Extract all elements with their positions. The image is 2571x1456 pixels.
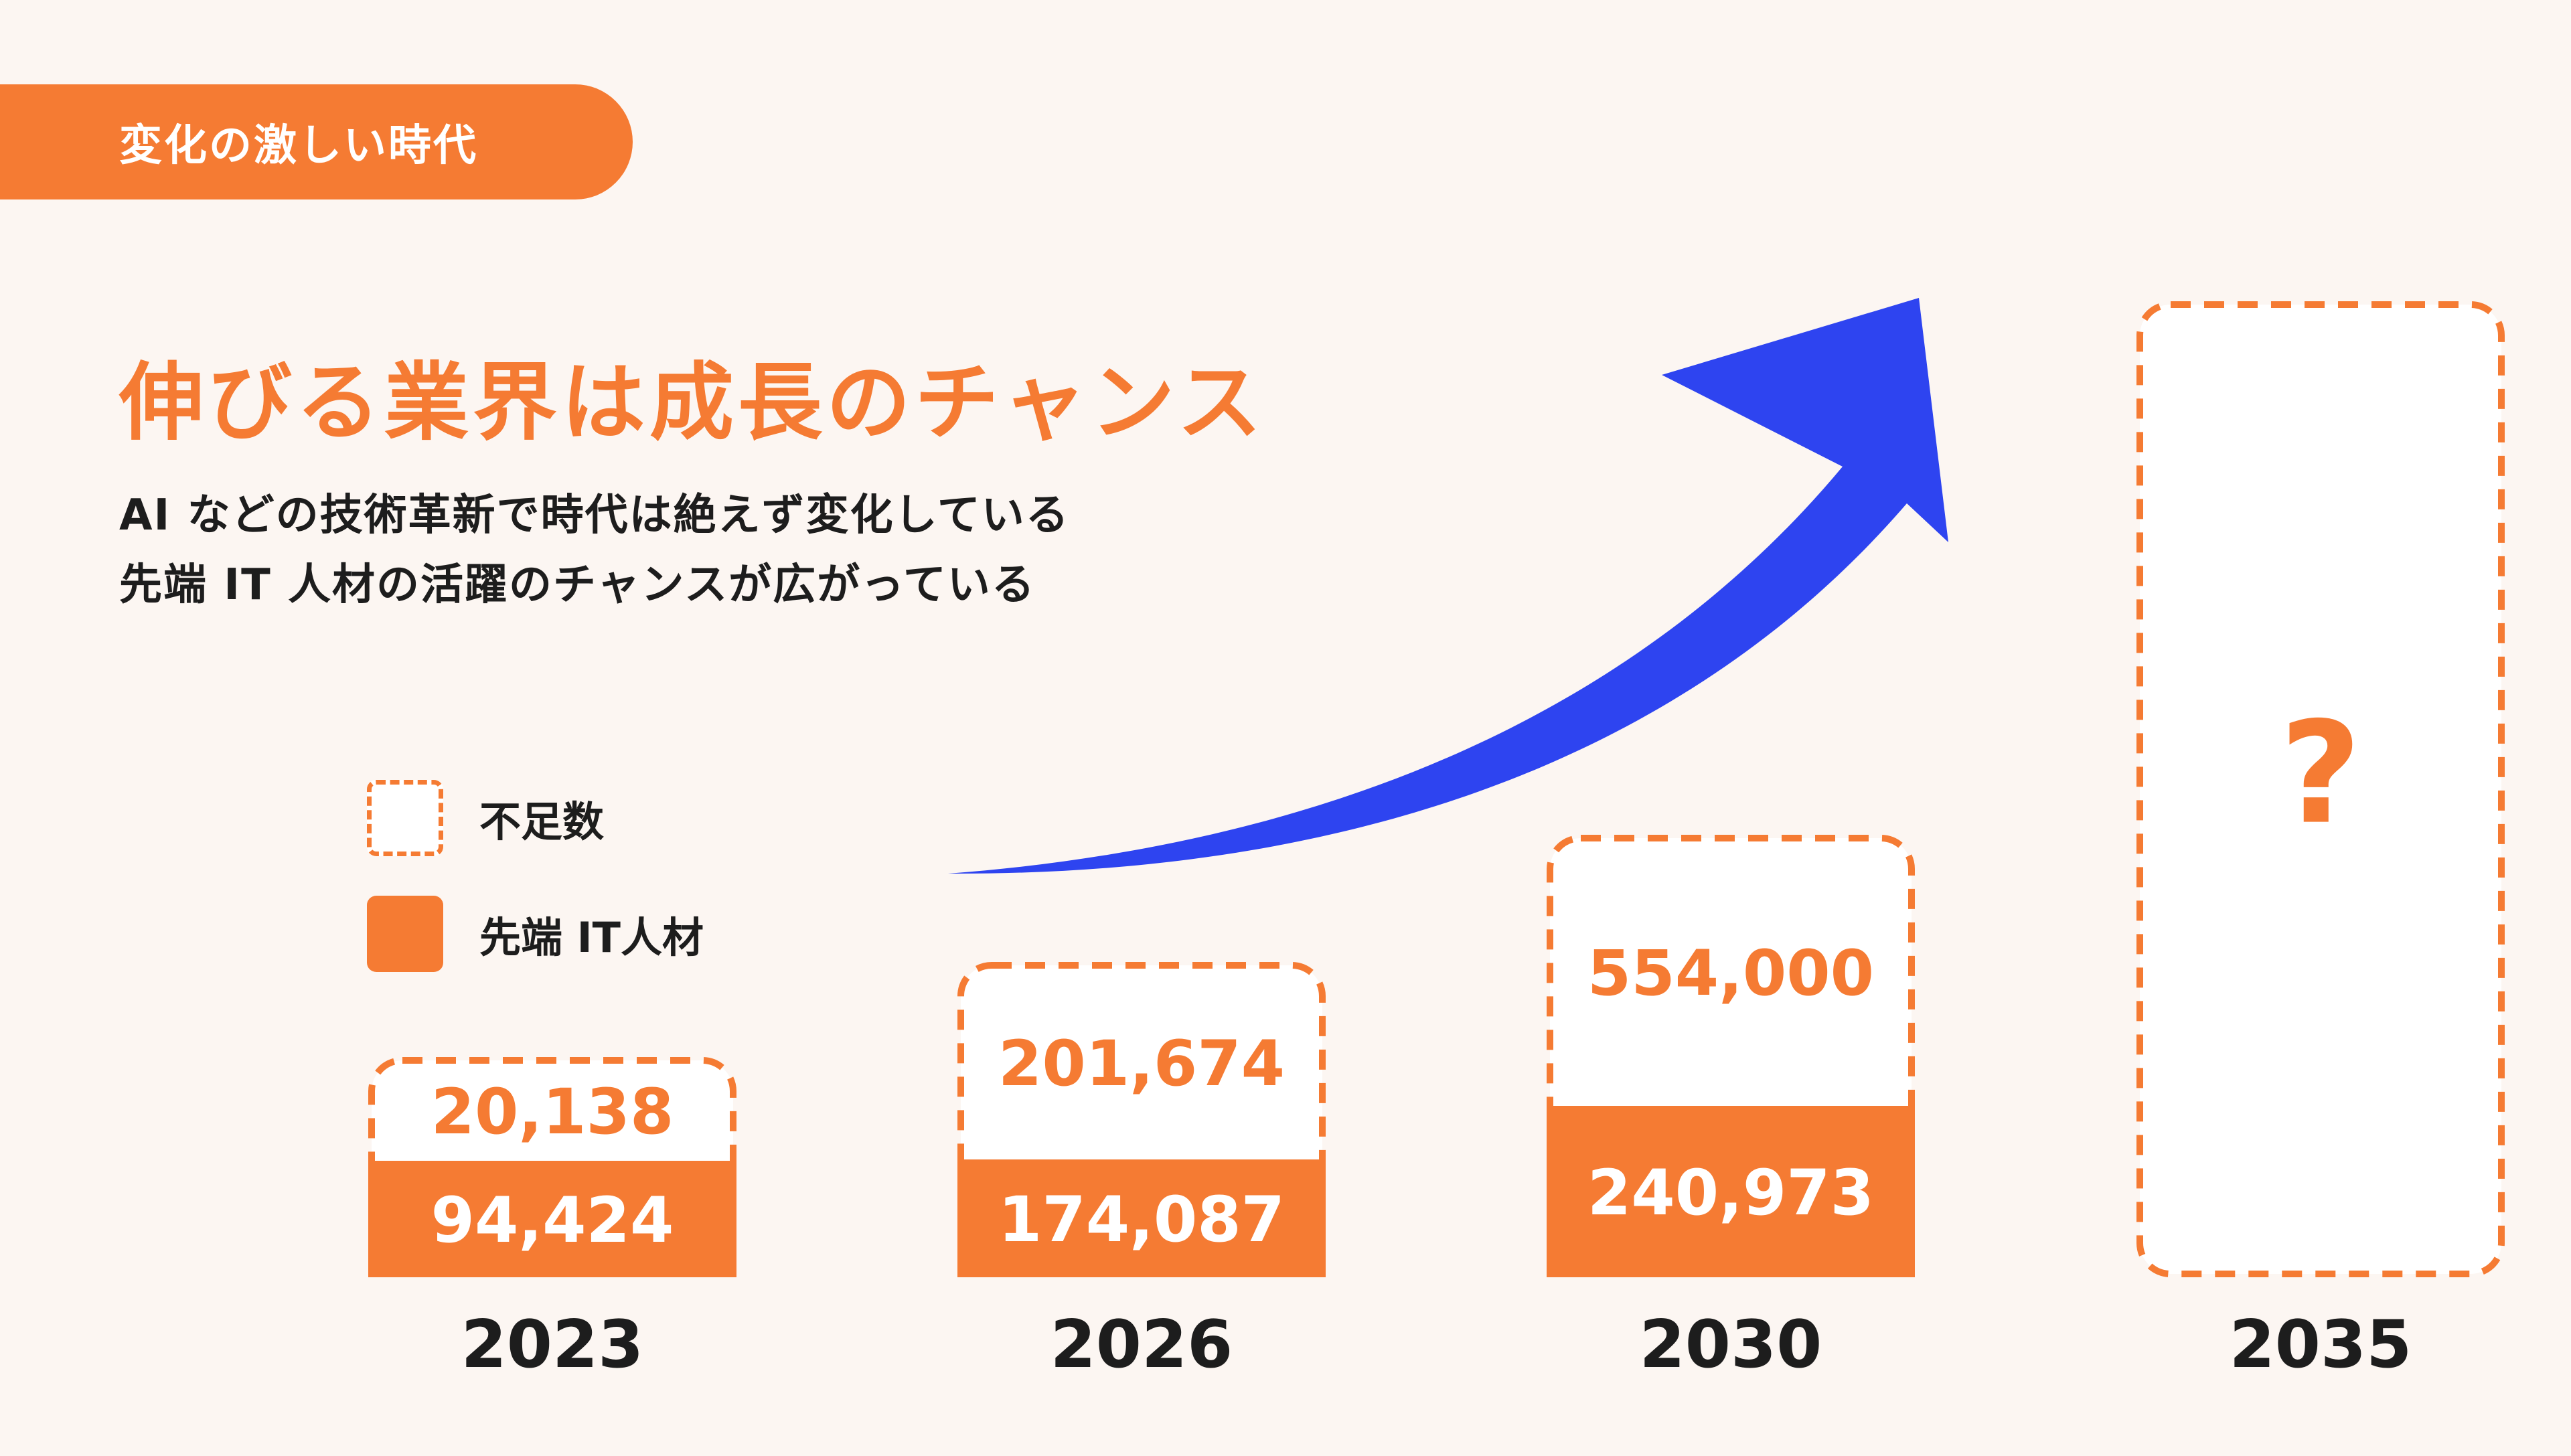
x-tick-label-2030: 2030 — [1640, 1307, 1822, 1383]
subtext-line-1: AI などの技術革新で時代は絶えず変化している — [119, 491, 1070, 540]
data-label-it-talent-2030: 240,973 — [1587, 1157, 1874, 1230]
x-tick-label-2023: 2023 — [461, 1307, 644, 1383]
legend-swatch-dashed — [367, 780, 443, 856]
data-label-it-talent-2023: 94,424 — [431, 1184, 674, 1257]
legend-item-it-talent: 先端 IT人材 — [367, 896, 704, 972]
data-label-shortage-2026: 201,674 — [998, 1028, 1285, 1101]
bar-it-talent-2026 — [957, 1159, 1326, 1277]
legend-label-it-talent: 先端 IT人材 — [479, 913, 704, 962]
subtext: AI などの技術革新で時代は絶えず変化している 先端 IT 人材の活躍のチャンス… — [119, 481, 1070, 620]
section-tag: 変化の激しい時代 — [0, 84, 633, 199]
section-tag-label: 変化の激しい時代 — [119, 121, 478, 171]
data-label-it-talent-2026: 174,087 — [998, 1184, 1285, 1257]
bar-it-talent-2030 — [1547, 1106, 1915, 1277]
data-label-shortage-2035: ? — [2280, 692, 2361, 856]
data-label-shortage-2023: 20,138 — [431, 1076, 674, 1149]
bar-it-talent-2023 — [368, 1161, 736, 1277]
subtext-line-2: 先端 IT 人材の活躍のチャンスが広がっている — [119, 560, 1036, 610]
x-tick-label-2026: 2026 — [1050, 1307, 1233, 1383]
legend-item-shortage: 不足数 — [367, 780, 604, 856]
trend-arrow — [948, 298, 1948, 874]
bar-shortage-2035 — [2136, 301, 2505, 1277]
data-label-shortage-2030: 554,000 — [1587, 937, 1874, 1010]
legend-swatch-solid — [367, 896, 443, 972]
page-headline: 伸びる業界は成長のチャンス — [119, 353, 1266, 452]
legend-label-shortage: 不足数 — [479, 797, 605, 846]
x-tick-label-2035: 2035 — [2230, 1307, 2412, 1383]
